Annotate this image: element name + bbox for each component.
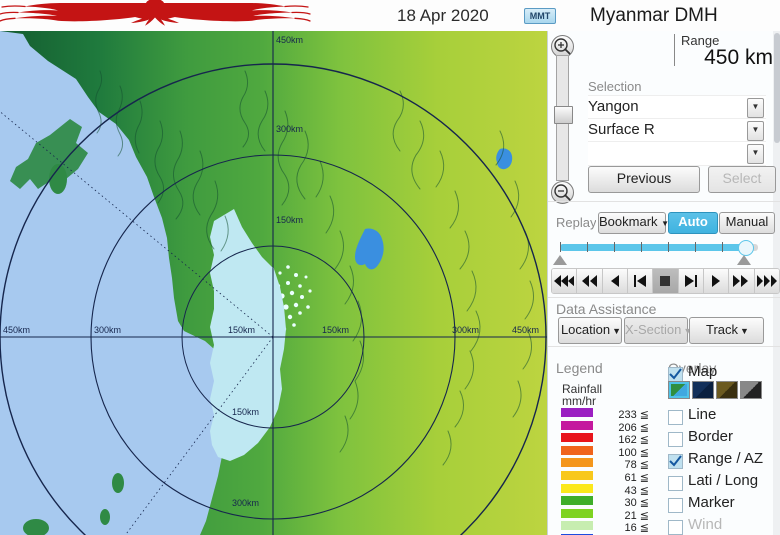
svg-text:150km: 150km bbox=[232, 407, 259, 417]
svg-text:300km: 300km bbox=[276, 124, 303, 134]
svg-text:450km: 450km bbox=[3, 325, 30, 335]
svg-text:450km: 450km bbox=[512, 325, 539, 335]
svg-text:300km: 300km bbox=[452, 325, 479, 335]
svg-text:300km: 300km bbox=[94, 325, 121, 335]
svg-text:150km: 150km bbox=[276, 215, 303, 225]
svg-text:150km: 150km bbox=[228, 325, 255, 335]
svg-text:300km: 300km bbox=[232, 498, 259, 508]
svg-text:450km: 450km bbox=[276, 35, 303, 45]
svg-text:150km: 150km bbox=[322, 325, 349, 335]
